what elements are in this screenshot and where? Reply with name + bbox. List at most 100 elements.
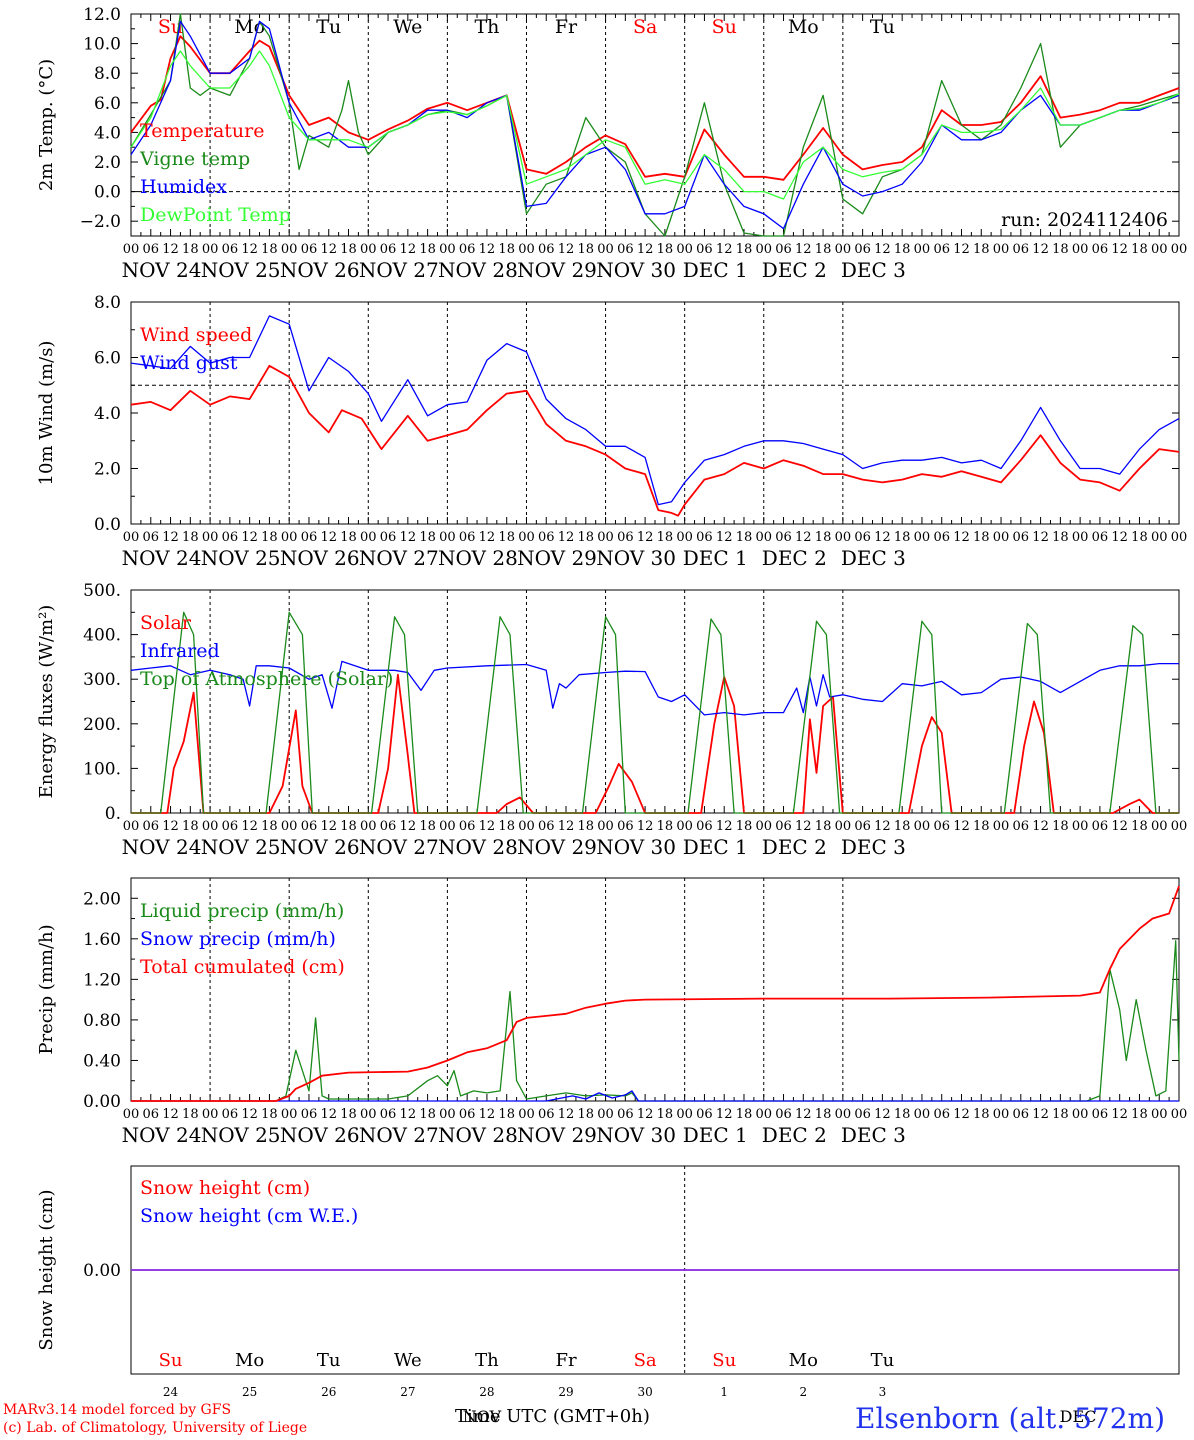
y-axis-label: Precip (mm/h)	[36, 924, 57, 1054]
hour-label: 06	[933, 530, 950, 545]
hour-label: 12	[637, 1107, 654, 1122]
day-number: 2	[799, 1385, 807, 1399]
month-label: NOV	[463, 1407, 502, 1426]
y-tick-label: 200.	[83, 715, 121, 735]
hour-label: 18	[894, 1107, 911, 1122]
hour-label: 12	[320, 819, 337, 834]
date-label: DEC 2	[762, 1123, 827, 1147]
hour-label: 06	[459, 819, 476, 834]
weekday-label: Tu	[316, 16, 341, 38]
series-line-temp-1	[130, 13, 1180, 237]
weekday-label: Mo	[789, 1350, 818, 1371]
date-label: NOV 30	[596, 1123, 676, 1147]
hour-label: 00	[676, 819, 693, 834]
hour-label: 06	[380, 242, 397, 257]
legend-entry: Top of Atmosphere (Solar)	[140, 668, 393, 690]
hour-label: 18	[815, 1107, 832, 1122]
hour-label: 18	[1131, 819, 1148, 834]
date-label: NOV 29	[517, 258, 597, 282]
weekday-label: Fr	[555, 16, 578, 38]
hour-label: 12	[162, 242, 179, 257]
hour-label: 00	[676, 1107, 693, 1122]
date-label: DEC 3	[841, 835, 906, 859]
hour-label: 12	[1111, 1107, 1128, 1122]
hour-label: 18	[419, 530, 436, 545]
date-label: NOV 28	[438, 546, 518, 570]
weekday-label: Fr	[555, 1350, 576, 1371]
panel-temp: −2.0 0.0 2.0 4.0 6.0 8.0 10.0 12.0 2m Temp. (°C)…	[36, 5, 1187, 282]
hour-label: 18	[1052, 530, 1069, 545]
legend-entry: Snow precip (mm/h)	[140, 928, 336, 950]
hour-label: 06	[143, 819, 160, 834]
hour-label: 00	[597, 242, 614, 257]
hour-label: 12	[400, 530, 417, 545]
hour-label: 00	[676, 530, 693, 545]
y-tick-label: 0.40	[83, 1051, 121, 1071]
date-label: NOV 28	[438, 835, 518, 859]
hour-label: 06	[538, 242, 555, 257]
hour-label: 00	[1151, 819, 1168, 834]
hour-label: 00	[1072, 530, 1089, 545]
hour-label: 00	[202, 242, 219, 257]
hour-label: 18	[657, 1107, 674, 1122]
day-number: 3	[879, 1385, 887, 1399]
date-label: NOV 26	[280, 258, 360, 282]
hour-label: 00	[360, 1107, 377, 1122]
hour-label: 12	[795, 819, 812, 834]
day-number: 27	[400, 1385, 415, 1399]
hour-label: 18	[657, 530, 674, 545]
hour-label: 12	[479, 1107, 496, 1122]
hour-label: 06	[222, 242, 239, 257]
hour-label: 18	[1052, 242, 1069, 257]
hour-label: 18	[815, 819, 832, 834]
hour-label: 18	[419, 1107, 436, 1122]
y-tick-label: 100.	[83, 759, 121, 779]
hour-label: 18	[498, 819, 515, 834]
hour-label: 12	[637, 530, 654, 545]
hour-label: 00	[676, 242, 693, 257]
hour-label: 18	[1052, 1107, 1069, 1122]
panel-energy: 0. 100. 200. 300. 400. 500. Energy fluxes (W/m…	[36, 581, 1187, 859]
hour-label: 00	[1072, 1107, 1089, 1122]
hour-label: 00	[914, 242, 931, 257]
hour-label: 06	[1092, 530, 1109, 545]
hour-label: 06	[222, 819, 239, 834]
hour-label: 18	[419, 819, 436, 834]
hour-label: 06	[854, 819, 871, 834]
hour-label: 00	[835, 530, 852, 545]
hour-label: 06	[459, 242, 476, 257]
hour-label: 12	[320, 530, 337, 545]
hour-label: 18	[261, 819, 278, 834]
hour-label: 06	[696, 1107, 713, 1122]
hour-label: 06	[459, 530, 476, 545]
date-label: NOV 28	[438, 1123, 518, 1147]
hour-label: 06	[301, 819, 318, 834]
hour-label: 00	[1171, 242, 1188, 257]
hour-label: 06	[1013, 530, 1030, 545]
legend-entry: Snow height (cm W.E.)	[140, 1205, 358, 1227]
hour-label: 06	[696, 242, 713, 257]
y-tick-label: 0.0	[94, 515, 121, 535]
hour-label: 12	[400, 1107, 417, 1122]
legend-entry: Temperature	[140, 120, 264, 142]
hour-label: 06	[301, 1107, 318, 1122]
date-label: NOV 27	[359, 258, 439, 282]
hour-label: 00	[439, 819, 456, 834]
hour-label: 06	[301, 530, 318, 545]
hour-label: 00	[597, 530, 614, 545]
hour-label: 00	[755, 1107, 772, 1122]
hour-label: 06	[538, 819, 555, 834]
date-label: DEC 2	[762, 258, 827, 282]
hour-label: 12	[874, 242, 891, 257]
y-tick-label: 0.	[105, 804, 121, 824]
hour-label: 00	[1151, 530, 1168, 545]
hour-label: 12	[637, 819, 654, 834]
hour-label: 06	[775, 1107, 792, 1122]
station-name: Elsenborn (alt. 572m)	[855, 1402, 1166, 1435]
y-tick-label: 500.	[83, 581, 121, 601]
hour-label: 18	[1131, 530, 1148, 545]
hour-label: 18	[815, 242, 832, 257]
date-label: DEC 1	[683, 835, 748, 859]
hour-label: 06	[1092, 242, 1109, 257]
hour-label: 06	[617, 530, 634, 545]
